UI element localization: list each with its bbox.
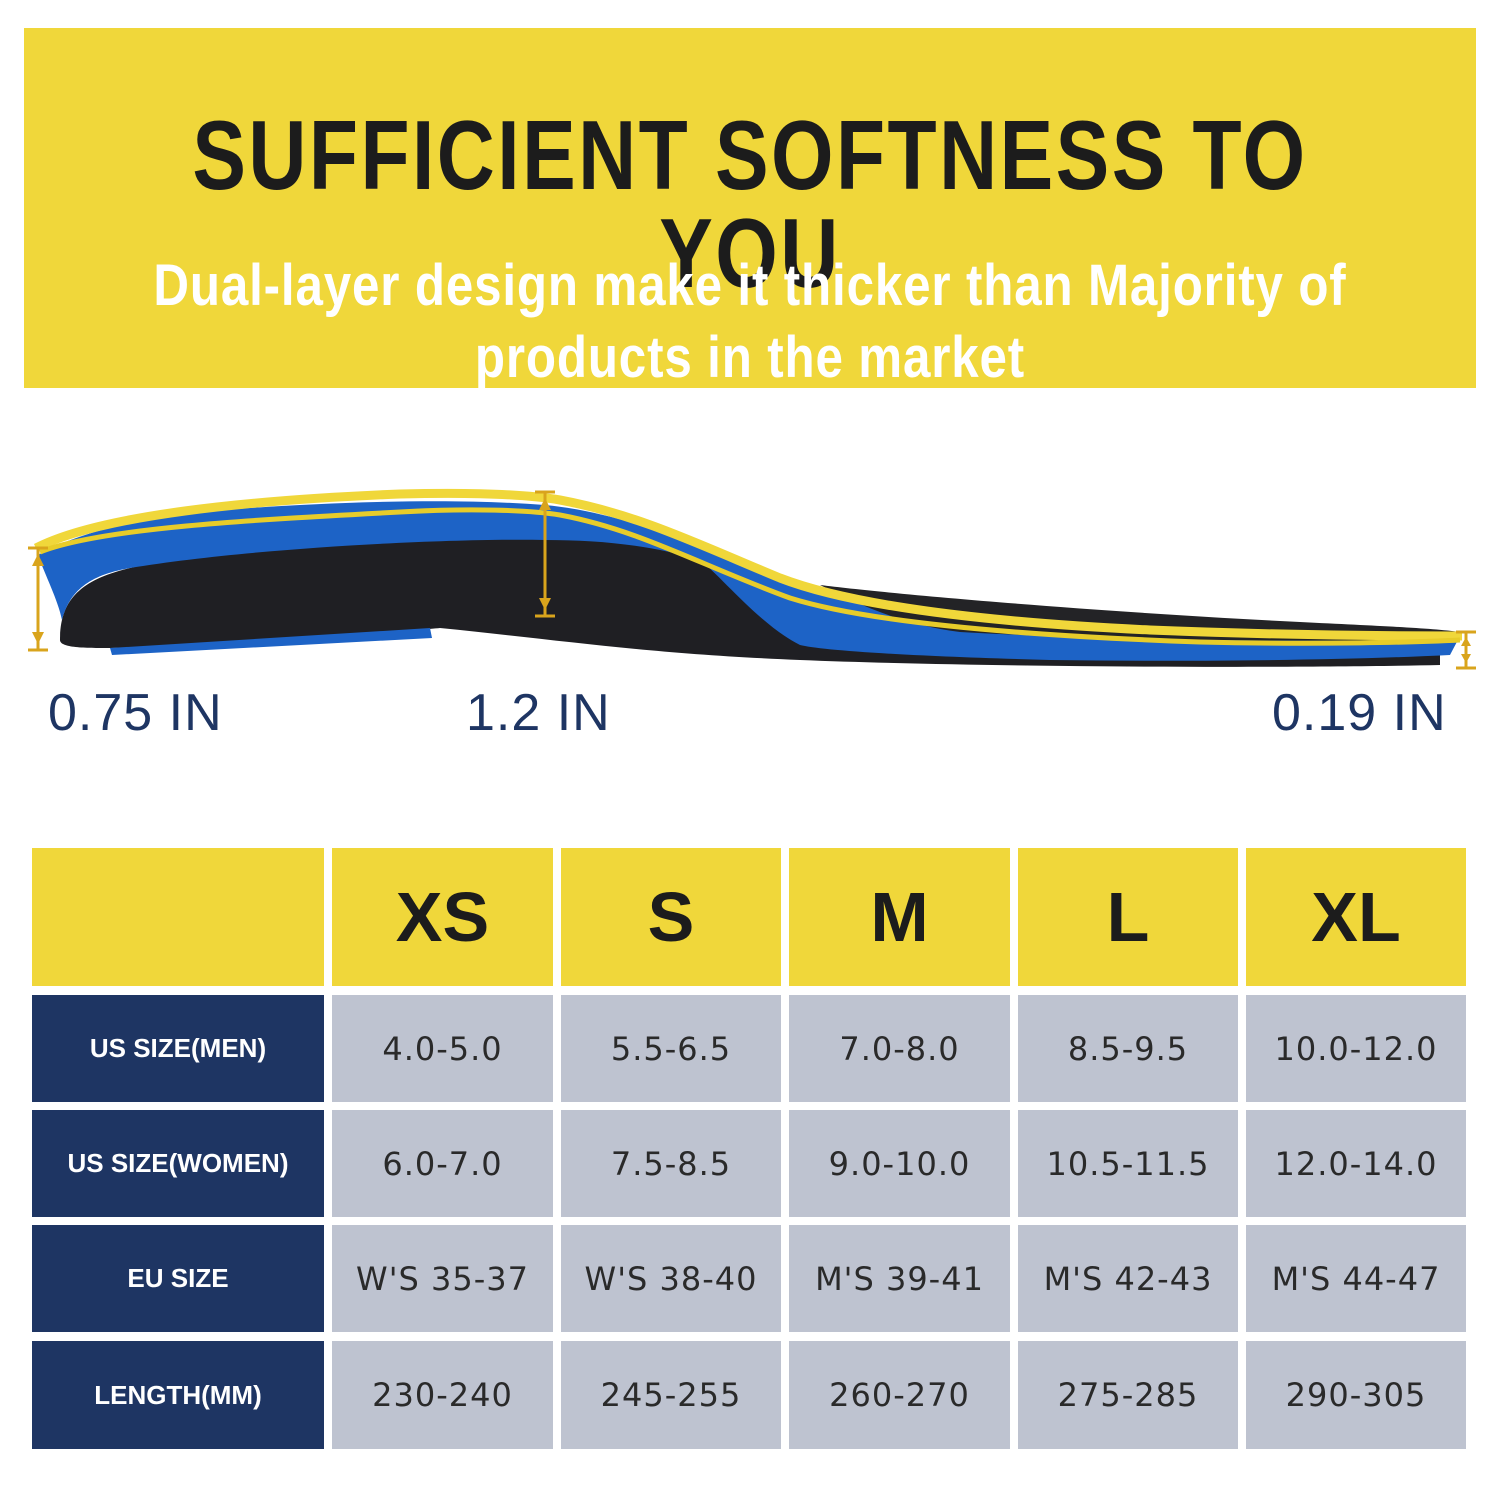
table-cell: 6.0-7.0: [332, 1110, 553, 1217]
toe-height-marker: [1456, 630, 1476, 670]
arch-height-marker: [535, 490, 555, 618]
row-label-length: LENGTH(MM): [32, 1341, 324, 1449]
heel-measurement: 0.75 IN: [48, 684, 223, 742]
insole-side-view: [28, 488, 1476, 670]
column-header-s: S: [561, 848, 781, 986]
arch-measurement: 1.2 IN: [466, 684, 611, 742]
row-label-us-women: US SIZE(WOMEN): [32, 1110, 324, 1217]
row-label-us-men: US SIZE(MEN): [32, 995, 324, 1102]
table-cell: 5.5-6.5: [561, 995, 781, 1102]
table-cell: 4.0-5.0: [332, 995, 553, 1102]
insole-yellow-edge: [33, 488, 1463, 641]
column-header-m: M: [789, 848, 1010, 986]
banner-subtitle-line-1: Dual-layer design make it thicker than M…: [153, 253, 1347, 318]
table-cell: M'S 44-47: [1246, 1225, 1466, 1332]
table-cell: 245-255: [561, 1341, 781, 1449]
table-cell: 7.0-8.0: [789, 995, 1010, 1102]
table-cell: M'S 39-41: [789, 1225, 1010, 1332]
table-cell: 10.0-12.0: [1246, 995, 1466, 1102]
banner-subtitle: Dual-layer design make it thicker than M…: [133, 250, 1367, 394]
table-cell: 9.0-10.0: [789, 1110, 1010, 1217]
table-cell: 260-270: [789, 1341, 1010, 1449]
table-cell: 8.5-9.5: [1018, 995, 1238, 1102]
column-header-xs: XS: [332, 848, 553, 986]
table-cell: 230-240: [332, 1341, 553, 1449]
insole-yellow-edge-lower: [39, 507, 1461, 646]
table-cell: W'S 35-37: [332, 1225, 553, 1332]
table-cell: 12.0-14.0: [1246, 1110, 1466, 1217]
toe-measurement: 0.19 IN: [1272, 684, 1447, 742]
table-cell: W'S 38-40: [561, 1225, 781, 1332]
table-cell: 275-285: [1018, 1341, 1238, 1449]
title-banner: SUFFICIENT SOFTNESS TO YOU Dual-layer de…: [24, 28, 1476, 390]
banner-title: SUFFICIENT SOFTNESS TO YOU: [192, 100, 1308, 308]
table-cell: M'S 42-43: [1018, 1225, 1238, 1332]
column-header-l: L: [1018, 848, 1238, 986]
table-cell: 290-305: [1246, 1341, 1466, 1449]
table-cell: 7.5-8.5: [561, 1110, 781, 1217]
table-corner-cell: [32, 848, 324, 986]
insole-heel-pad: [110, 628, 432, 655]
column-header-xl: XL: [1246, 848, 1466, 986]
row-label-eu-size: EU SIZE: [32, 1225, 324, 1332]
size-chart-table: XS S M L XL US SIZE(MEN) 4.0-5.0 5.5-6.5…: [32, 848, 1466, 1450]
heel-height-marker: [28, 546, 48, 652]
table-cell: 10.5-11.5: [1018, 1110, 1238, 1217]
banner-subtitle-line-2: products in the market: [474, 325, 1026, 390]
